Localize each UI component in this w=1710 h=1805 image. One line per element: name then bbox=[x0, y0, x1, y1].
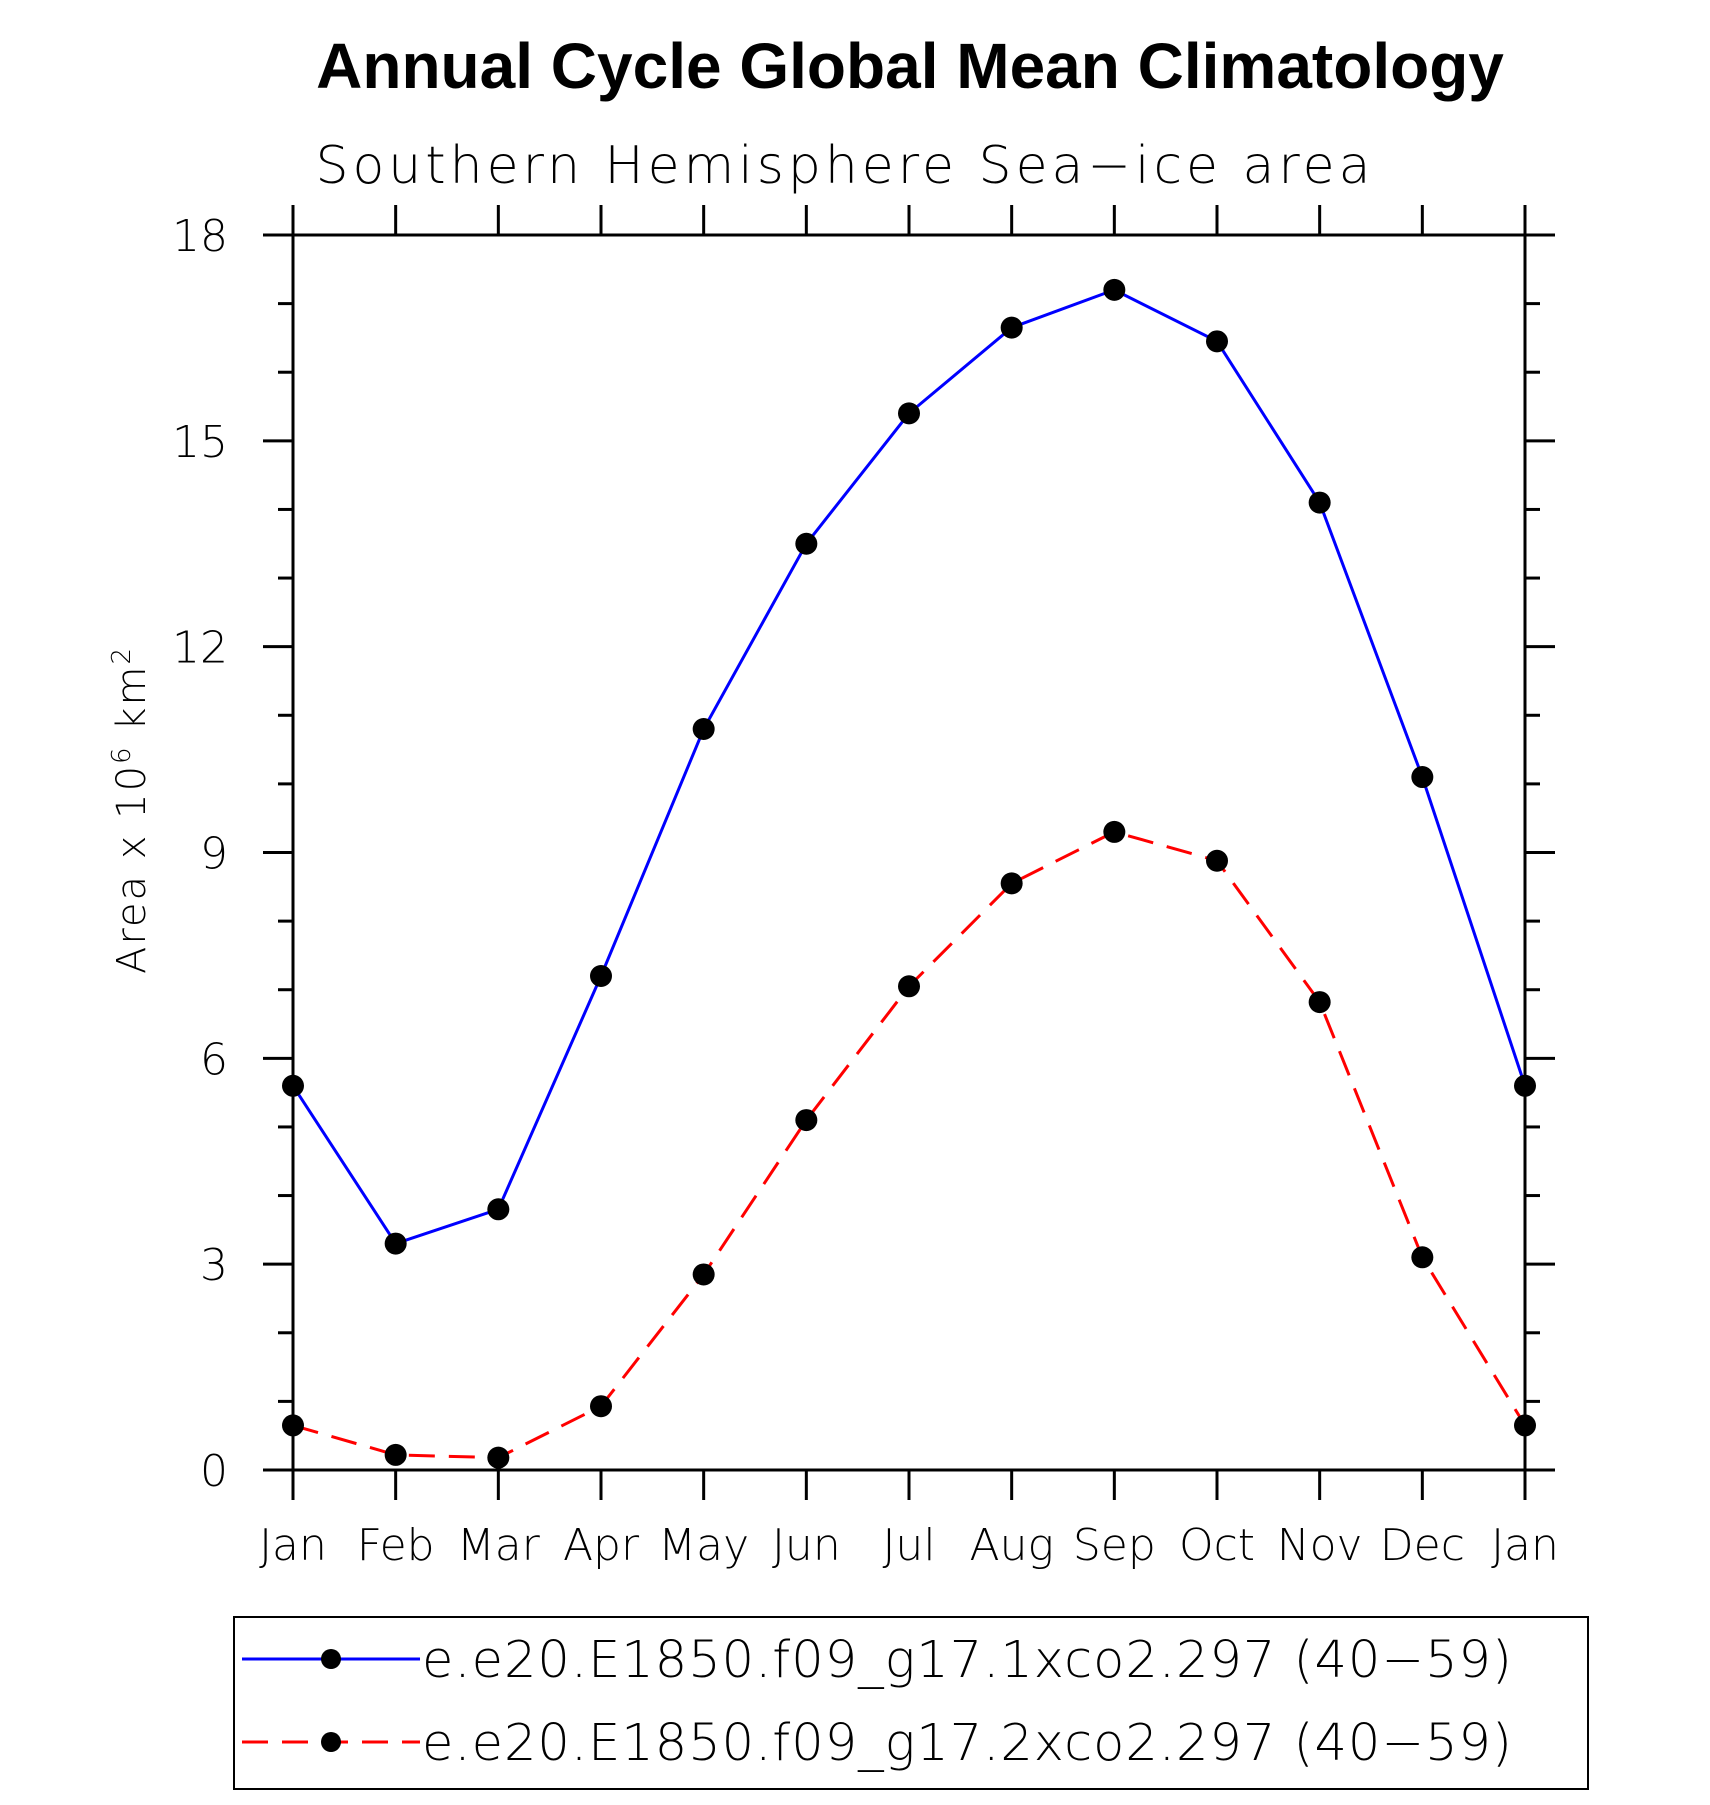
x-tick-label: Jan bbox=[259, 1520, 327, 1571]
x-tick-label: Feb bbox=[357, 1520, 435, 1571]
x-tick-label: Mar bbox=[457, 1520, 541, 1571]
y-tick-label: 9 bbox=[200, 829, 228, 880]
x-tick-label: Oct bbox=[1179, 1520, 1255, 1571]
data-point-series-2 bbox=[1000, 872, 1023, 895]
y-tick-label: 18 bbox=[172, 211, 228, 262]
legend: e.e20.E1850.f09_g17.1xco2.297 (40−59) e.… bbox=[233, 1616, 1589, 1790]
legend-box bbox=[233, 1616, 1589, 1790]
y-tick-label: 12 bbox=[172, 623, 228, 674]
y-axis-label-middle: km bbox=[109, 665, 155, 746]
x-tick-label: Jan bbox=[1491, 1520, 1559, 1571]
x-tick-label: Jul bbox=[882, 1520, 935, 1571]
data-point-series-2 bbox=[384, 1443, 407, 1466]
data-point-series-1 bbox=[898, 402, 920, 425]
data-point-series-2 bbox=[795, 1109, 818, 1132]
legend-label-series-1: e.e20.E1850.f09_g17.1xco2.297 (40−59) bbox=[422, 1631, 1513, 1690]
data-point-series-2 bbox=[1411, 1246, 1434, 1269]
data-point-series-1 bbox=[487, 1198, 510, 1221]
y-tick-labels: 0 3 6 9 12 15 18 bbox=[172, 211, 228, 1497]
data-point-series-1 bbox=[384, 1232, 407, 1255]
series-line-2 bbox=[292, 830, 1527, 1460]
data-point-series-2 bbox=[1514, 1414, 1536, 1437]
x-tick-label: Dec bbox=[1380, 1520, 1465, 1571]
legend-marker-series-2 bbox=[321, 1732, 341, 1752]
data-point-series-1 bbox=[692, 718, 715, 740]
data-point-series-2 bbox=[1206, 849, 1228, 872]
y-tick-label: 15 bbox=[172, 417, 228, 468]
chart-title: Annual Cycle Global Mean Climatology bbox=[316, 30, 1504, 102]
data-point-series-1 bbox=[1308, 491, 1331, 514]
x-tick-label: Aug bbox=[969, 1520, 1053, 1571]
y-axis-label-prefix: Area x 10 bbox=[109, 764, 155, 974]
data-point-series-1 bbox=[590, 965, 612, 987]
series-lines bbox=[291, 288, 1527, 1460]
y-tick-label: 6 bbox=[200, 1034, 228, 1085]
y-axis-label: Area x 106 km2 bbox=[107, 646, 155, 974]
x-tick-label: Jun bbox=[772, 1520, 841, 1571]
data-point-series-2 bbox=[1308, 991, 1331, 1014]
y-axis-label-exp1: 6 bbox=[107, 745, 137, 764]
y-tick-label: 3 bbox=[200, 1240, 228, 1291]
legend-label-series-2: e.e20.E1850.f09_g17.2xco2.297 (40−59) bbox=[422, 1714, 1513, 1773]
data-point-series-1 bbox=[282, 1074, 304, 1097]
axis-ticks bbox=[263, 205, 1555, 1500]
data-point-series-1 bbox=[1514, 1074, 1536, 1097]
x-tick-label: Sep bbox=[1073, 1520, 1156, 1571]
data-point-series-1 bbox=[1000, 316, 1023, 339]
series-points bbox=[282, 278, 1536, 1469]
x-tick-label: Apr bbox=[563, 1520, 640, 1571]
data-point-series-1 bbox=[1103, 278, 1126, 301]
x-tick-label: May bbox=[658, 1520, 749, 1571]
series-line-1 bbox=[291, 288, 1527, 1246]
data-point-series-2 bbox=[487, 1446, 510, 1469]
data-point-series-1 bbox=[1206, 330, 1228, 353]
chart-subtitle: Southern Hemisphere Sea−ice area bbox=[315, 136, 1374, 196]
data-point-series-2 bbox=[590, 1395, 612, 1418]
y-tick-label: 0 bbox=[200, 1446, 228, 1497]
data-point-series-1 bbox=[795, 532, 818, 555]
data-point-series-2 bbox=[692, 1263, 715, 1286]
legend-marker-series-1 bbox=[321, 1649, 341, 1669]
x-tick-labels: Jan Feb Mar Apr May Jun Jul Aug Sep Oct Nov Dec Jan bbox=[259, 1520, 1559, 1571]
data-point-series-2 bbox=[898, 975, 920, 998]
y-axis-label-exp2: 2 bbox=[107, 646, 137, 665]
data-point-series-2 bbox=[282, 1414, 304, 1437]
data-point-series-1 bbox=[1411, 766, 1434, 789]
data-point-series-2 bbox=[1103, 820, 1126, 843]
x-tick-label: Nov bbox=[1277, 1520, 1363, 1571]
